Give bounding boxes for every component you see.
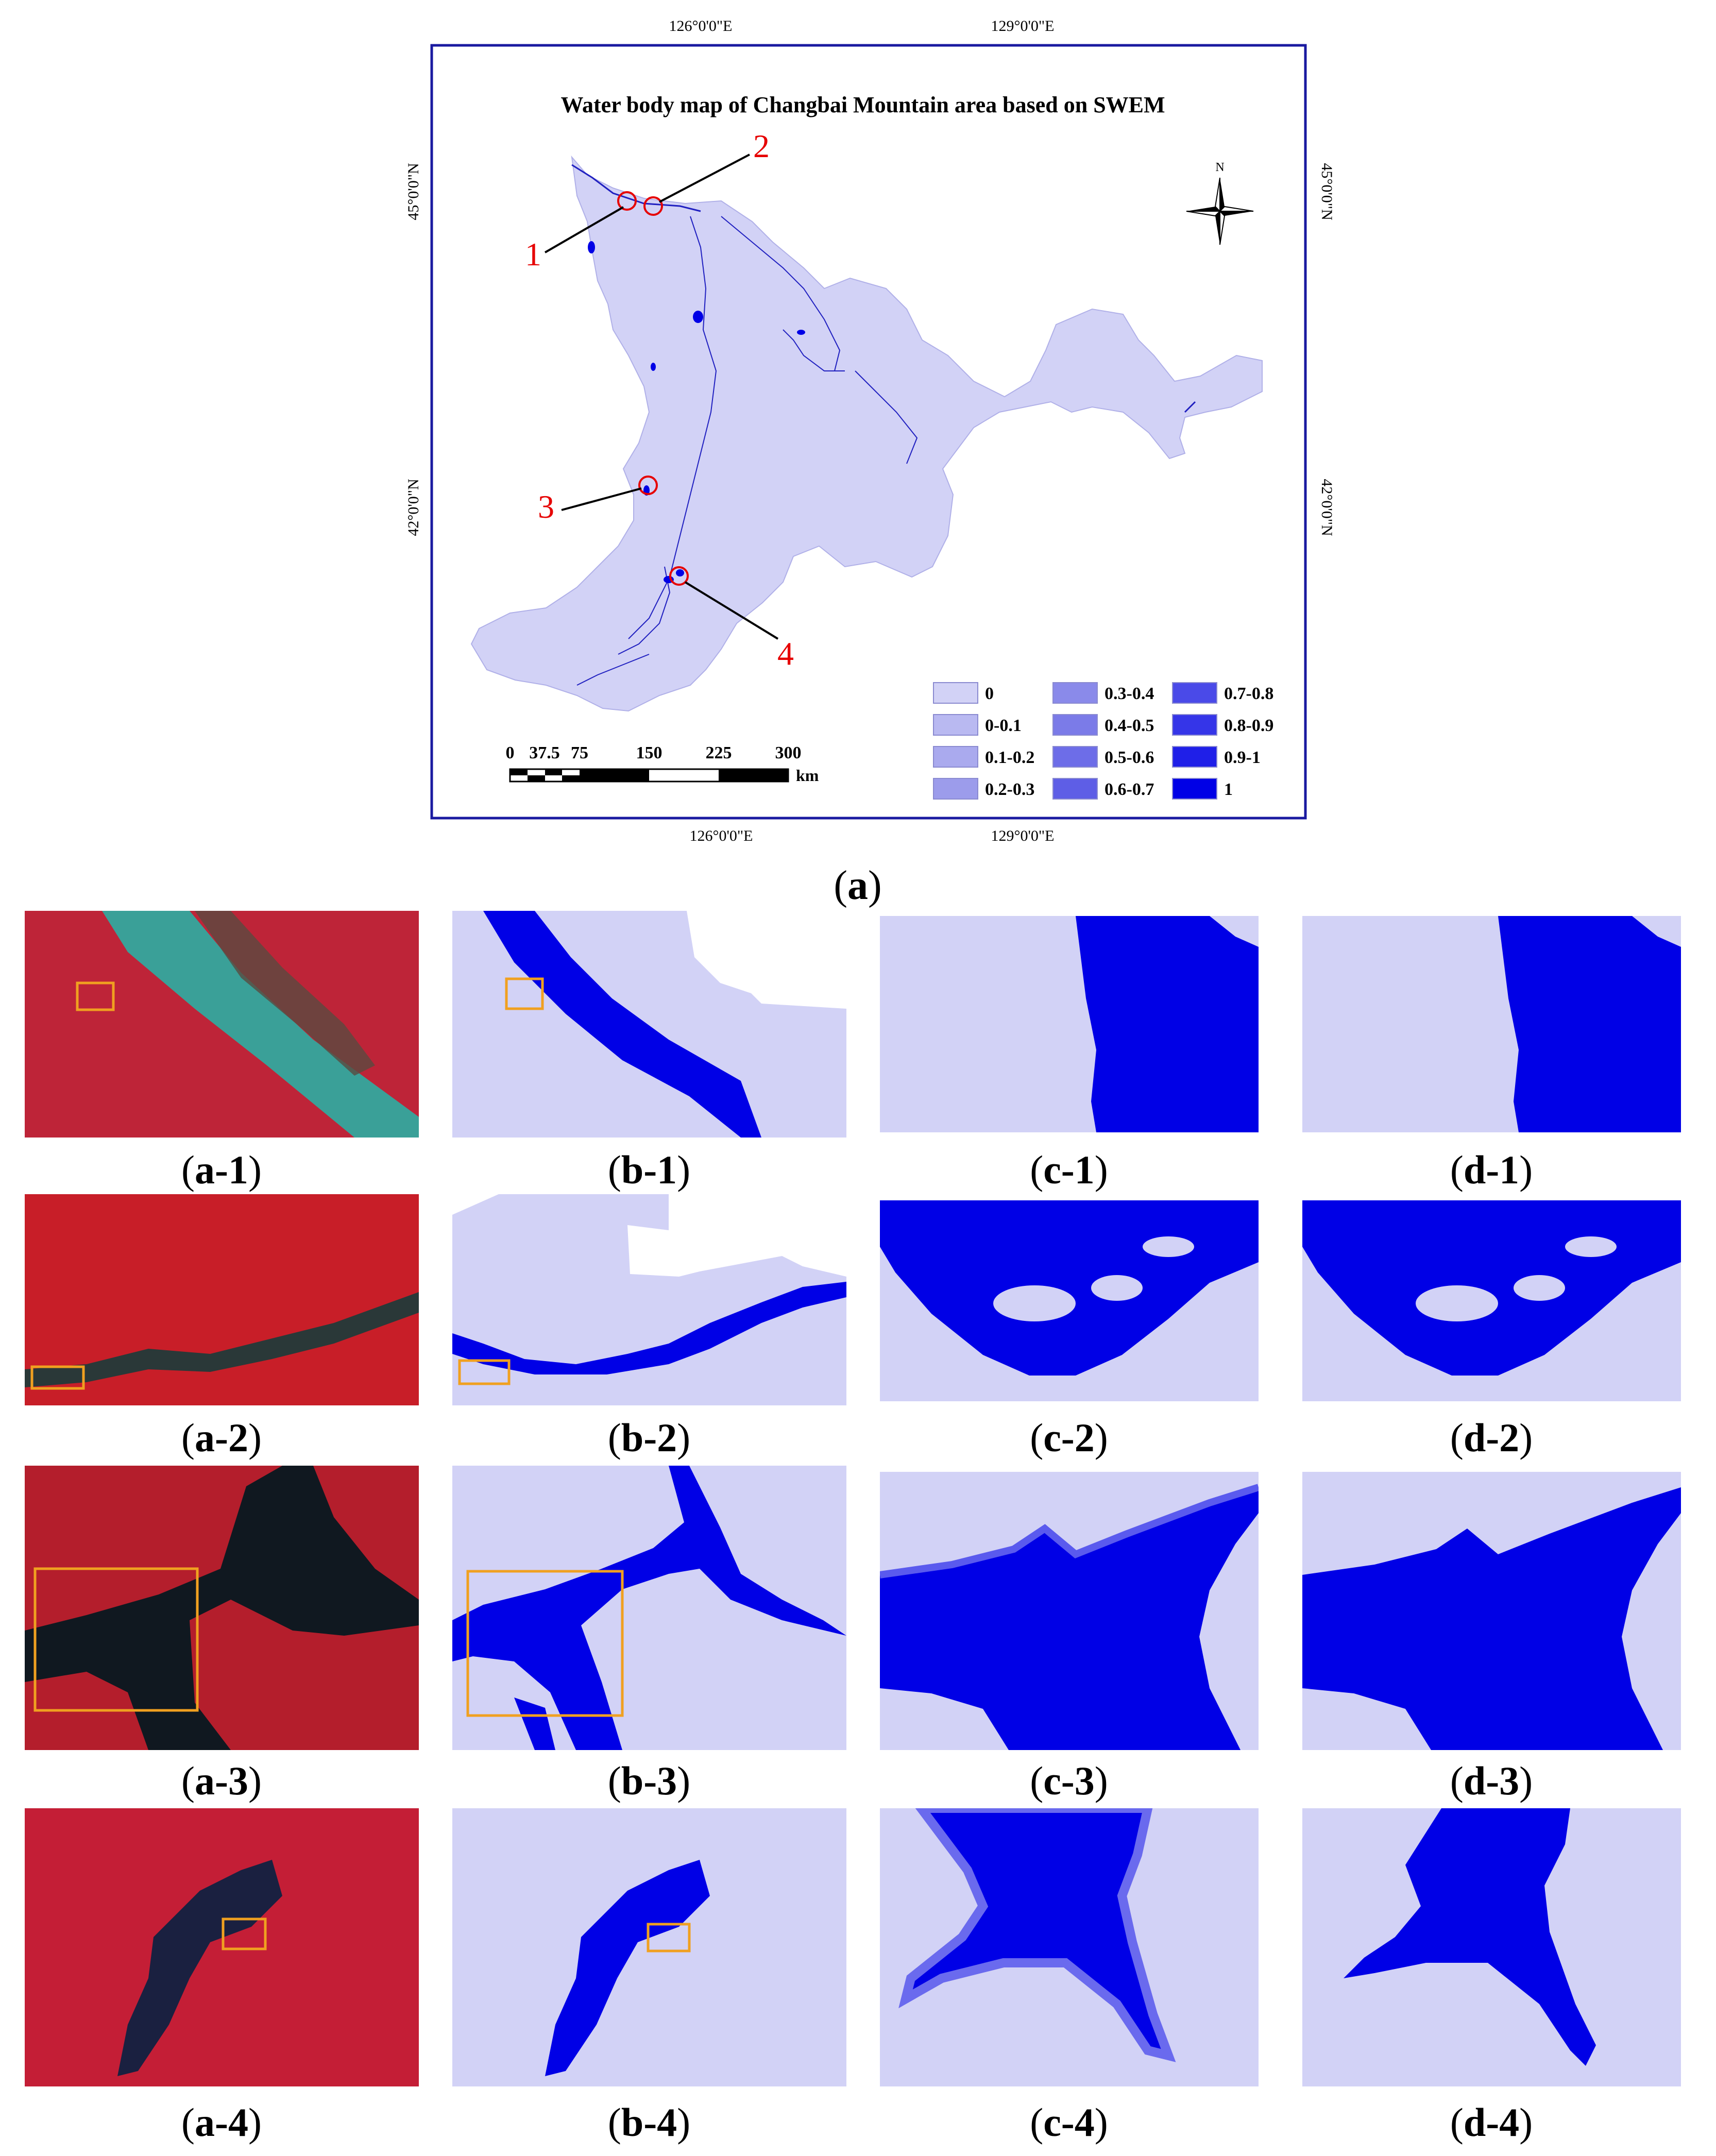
label-a-2: (a-2) — [181, 1415, 262, 1460]
label-d-2: (d-2) — [1450, 1415, 1533, 1460]
label-b-1: (b-1) — [607, 1147, 691, 1192]
lat-label-right-45: 45°0'0"N — [1318, 163, 1335, 220]
marker-label-2: 2 — [753, 128, 770, 164]
svg-text:37.5: 37.5 — [529, 743, 560, 762]
panel-d-1-zoom — [1302, 916, 1681, 1132]
legend-swatch — [1052, 714, 1098, 736]
svg-text:0: 0 — [506, 743, 515, 762]
label-c-2: (c-2) — [1030, 1415, 1108, 1460]
legend-swatch — [1172, 714, 1217, 736]
water-body-map: 126°0'0"E 129°0'0"E 126°0'0"E 129°0'0"E … — [405, 18, 1335, 908]
legend-swatch — [933, 746, 978, 768]
legend-swatch — [933, 682, 978, 704]
panel-b-2-water-map — [452, 1194, 846, 1405]
site-marker-4 — [669, 566, 689, 586]
label-b-4: (b-4) — [607, 2100, 691, 2145]
panel-b-3-water-map — [452, 1466, 846, 1750]
label-d-4: (d-4) — [1450, 2100, 1533, 2145]
legend-swatch — [1172, 682, 1217, 704]
site-marker-1 — [617, 191, 637, 211]
legend-swatch — [1172, 778, 1217, 800]
legend-swatch — [1052, 746, 1098, 768]
label-b-3: (b-3) — [607, 1758, 691, 1803]
label-d-1: (d-1) — [1450, 1147, 1533, 1192]
svg-text:150: 150 — [636, 743, 662, 762]
caption-a: (a) — [834, 863, 881, 908]
lon-label-bottom-129: 129°0'0"E — [991, 827, 1055, 844]
scale-bar: 0 37.5 75 150 225 300 km — [506, 743, 819, 785]
lat-label-left-45: 45°0'0"N — [405, 163, 422, 220]
legend-swatch — [1052, 778, 1098, 800]
svg-text:km: km — [796, 766, 819, 785]
legend-label: 0.9-1 — [1224, 748, 1261, 767]
panel-a-4-satellite — [25, 1808, 419, 2086]
label-c-4: (c-4) — [1030, 2100, 1108, 2145]
legend-swatch — [1052, 682, 1098, 704]
legend-swatch — [933, 778, 978, 800]
svg-text:225: 225 — [706, 743, 732, 762]
panel-d-4-zoom — [1302, 1808, 1681, 2086]
label-c-3: (c-3) — [1030, 1758, 1108, 1803]
panel-a-3-satellite — [25, 1466, 419, 1750]
legend-label: 0.7-0.8 — [1224, 684, 1273, 703]
panel-c-1-zoom — [880, 916, 1259, 1132]
site-marker-3 — [638, 476, 658, 495]
lat-label-left-42: 42°0'0"N — [405, 479, 422, 536]
legend-label: 0.2-0.3 — [985, 780, 1034, 799]
map-title: Water body map of Changbai Mountain area… — [560, 92, 1165, 117]
marker-leaders — [544, 154, 779, 640]
legend-label: 0-0.1 — [985, 716, 1022, 735]
legend-swatch — [933, 714, 978, 736]
legend: 0 0-0.1 0.1-0.2 0.2-0.3 0.3-0.4 0.4-0.5 0.5-0.… — [933, 682, 1273, 800]
svg-text:75: 75 — [571, 743, 588, 762]
legend-label: 0.6-0.7 — [1105, 780, 1154, 799]
svg-text:300: 300 — [775, 743, 802, 762]
lon-label-top-129: 129°0'0"E — [991, 18, 1055, 35]
marker-label-4: 4 — [777, 635, 794, 672]
lat-label-right-42: 42°0'0"N — [1318, 479, 1335, 536]
legend-label: 0 — [985, 684, 994, 703]
site-marker-2 — [643, 196, 663, 216]
legend-label: 0.8-0.9 — [1224, 716, 1273, 735]
site-markers — [617, 191, 689, 586]
panel-a-2-satellite — [25, 1194, 419, 1405]
study-area-region — [470, 155, 1263, 712]
panel-c-3-zoom — [880, 1472, 1259, 1750]
label-a-1: (a-1) — [181, 1147, 262, 1192]
panel-d-2-zoom — [1302, 1200, 1681, 1401]
label-c-1: (c-1) — [1030, 1147, 1108, 1192]
panel-d-3-zoom — [1302, 1472, 1681, 1750]
lon-label-top-126: 126°0'0"E — [669, 18, 733, 35]
legend-label: 0.5-0.6 — [1105, 748, 1154, 767]
north-arrow-icon: N — [1186, 161, 1254, 245]
svg-text:N: N — [1215, 161, 1224, 174]
panel-a-1-satellite — [25, 911, 419, 1138]
marker-label-3: 3 — [538, 488, 554, 525]
panel-b-4-water-map — [452, 1808, 846, 2086]
legend-label: 0.1-0.2 — [985, 748, 1034, 767]
legend-label: 1 — [1224, 780, 1233, 799]
marker-label-1: 1 — [525, 236, 541, 273]
label-b-2: (b-2) — [607, 1415, 691, 1460]
panel-c-4-zoom — [880, 1808, 1259, 2086]
legend-label: 0.3-0.4 — [1105, 684, 1154, 703]
rivers — [571, 164, 1196, 686]
lon-label-bottom-126: 126°0'0"E — [690, 827, 753, 844]
label-d-3: (d-3) — [1450, 1758, 1533, 1803]
label-a-4: (a-4) — [181, 2100, 262, 2145]
panel-c-2-zoom — [880, 1200, 1259, 1401]
legend-swatch — [1172, 746, 1217, 768]
label-a-3: (a-3) — [181, 1758, 262, 1803]
panel-b-1-water-map — [452, 911, 846, 1138]
legend-label: 0.4-0.5 — [1105, 716, 1154, 735]
